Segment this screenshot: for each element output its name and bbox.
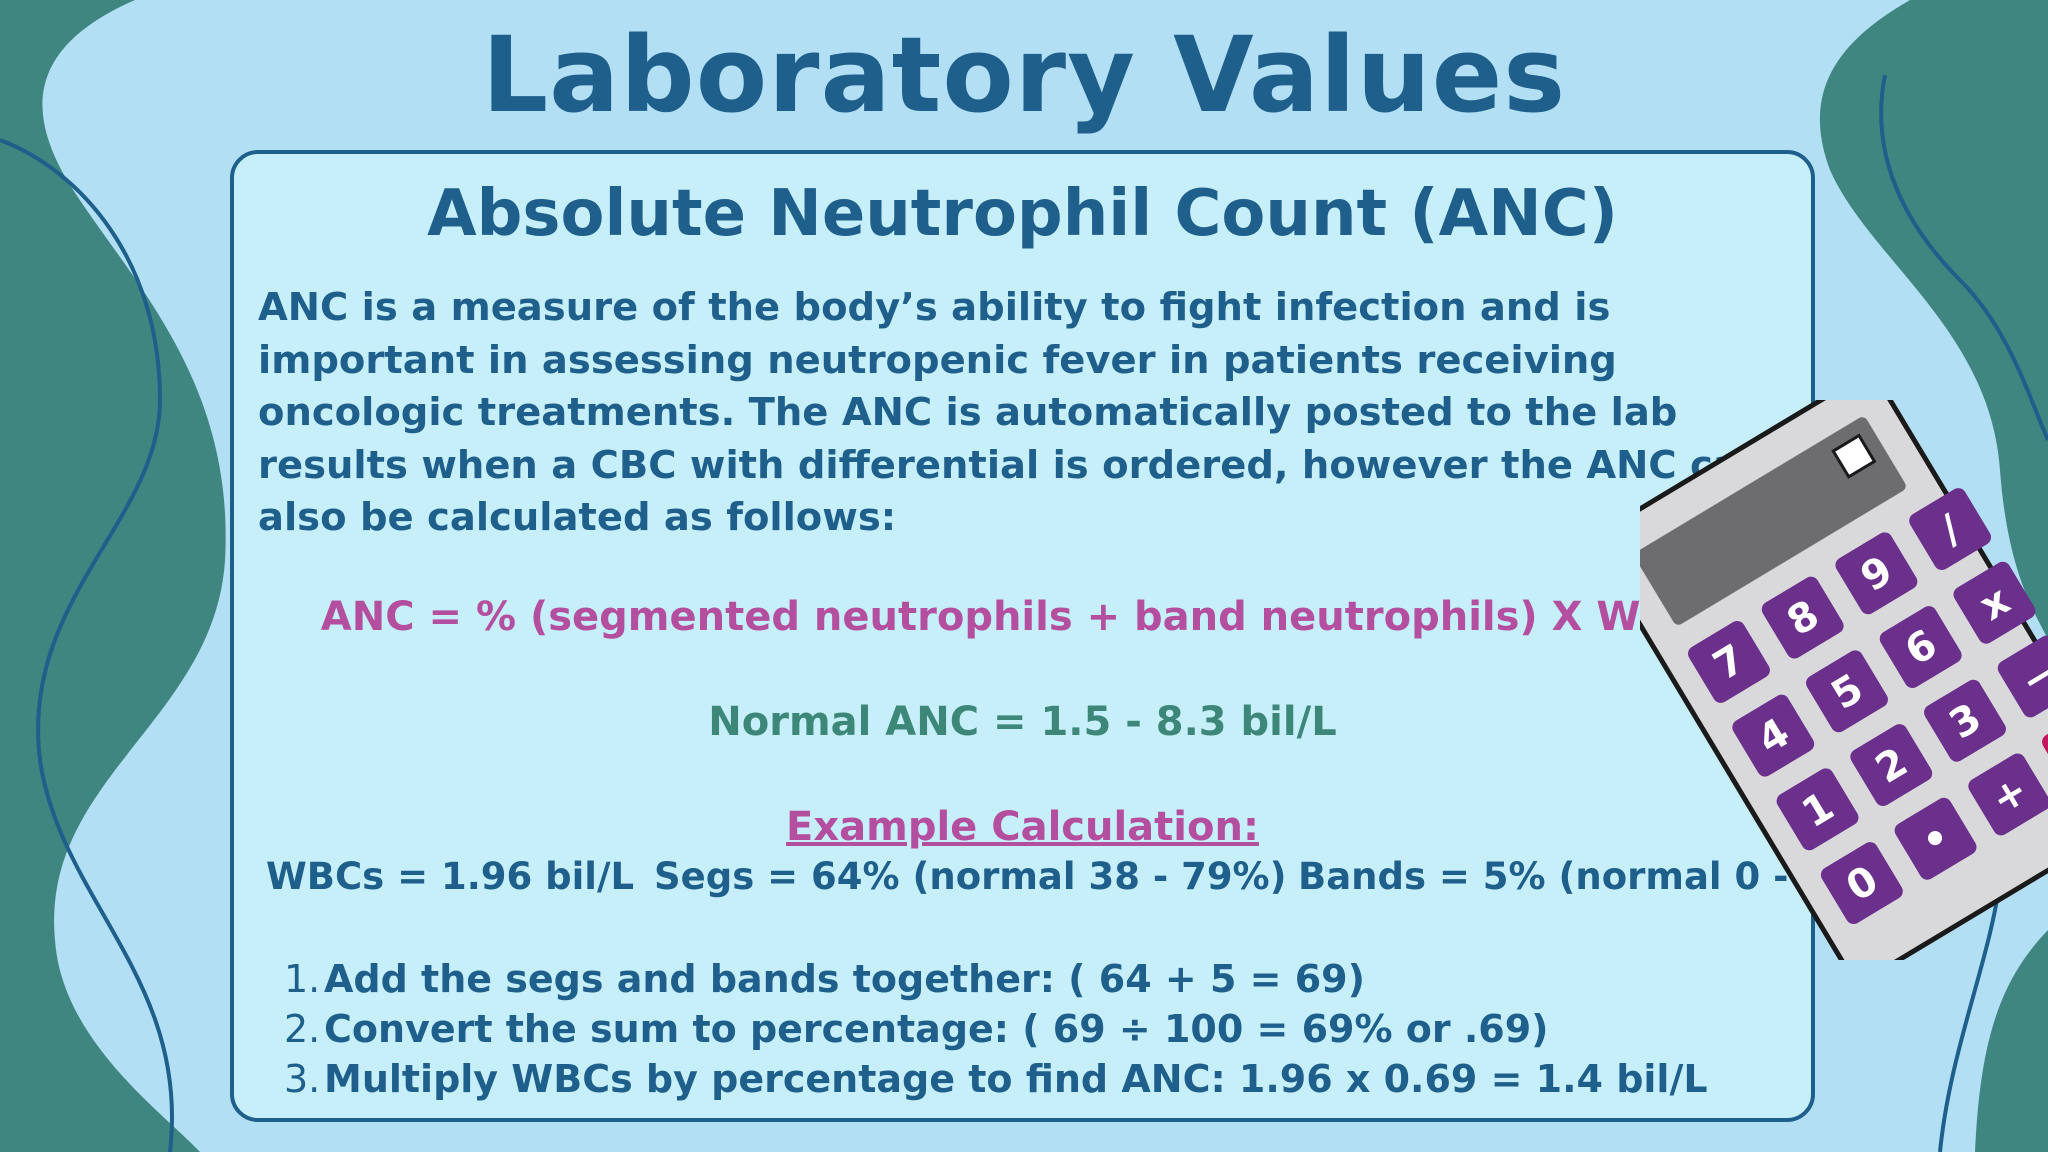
calculator-key (1776, 768, 1859, 851)
calculator-key (1909, 488, 1992, 570)
step-number: 3. (284, 1057, 321, 1101)
wbcs-value: WBCs = 1.96 bil/L (266, 855, 635, 898)
list-item: 2. Convert the sum to percentage: ( 69 ÷… (284, 1004, 1784, 1054)
left-teal-wave (0, 0, 226, 1152)
anc-info-card: Absolute Neutrophil Count (ANC) ANC is a… (230, 150, 1881, 1122)
calculation-steps-list: 1. Add the segs and bands together: ( 64… (284, 954, 1784, 1104)
normal-anc-range: Normal ANC = 1.5 - 8.3 bil/L (708, 699, 1337, 745)
right-bottom-wave-line (1938, 879, 2002, 1152)
segs-value: Segs = 64% (normal 38 - 79%) (654, 855, 1287, 898)
calculator-key (1879, 606, 1962, 688)
step-text: Multiply WBCs by percentage to find ANC:… (324, 1057, 1708, 1101)
page-title: Laboratory Values (481, 14, 1567, 136)
right-wave-line (1879, 74, 2048, 441)
calculator-key (1850, 724, 1933, 806)
step-text: Add the segs and bands together: ( 64 + … (324, 957, 1365, 1001)
step-number: 2. (284, 1007, 321, 1051)
calculator-key (1732, 694, 1815, 777)
anc-formula: ANC = % (segmented neutrophils + band ne… (320, 594, 1725, 640)
right-teal-wave (1819, 0, 2048, 640)
calculator-display (1640, 417, 1906, 625)
step-text: Convert the sum to percentage: ( 69 ÷ 10… (324, 1007, 1549, 1051)
calculator-key (1968, 753, 2048, 836)
calculator-key (1835, 532, 1918, 615)
calculator-logo (1831, 433, 1877, 479)
calculator-key (1806, 650, 1888, 733)
list-item: 3. Multiply WBCs by percentage to find A… (284, 1054, 1784, 1104)
calculator-key (1761, 576, 1844, 659)
example-calculation-heading: Example Calculation: (786, 804, 1259, 850)
calculator-key (1997, 635, 2048, 718)
calculator-key (1688, 620, 1770, 703)
step-number: 1. (284, 957, 321, 1001)
list-item: 1. Add the segs and bands together: ( 64… (284, 954, 1784, 1004)
anc-description: ANC is a measure of the body’s ability t… (258, 285, 1767, 540)
right-bottom-teal-wave (1975, 930, 2048, 1152)
calculator-key (1894, 797, 1977, 880)
calculator-key (1924, 679, 2006, 762)
left-wave-line (0, 138, 174, 1152)
card-title: Absolute Neutrophil Count (ANC) (427, 177, 1618, 251)
calculator-key (1820, 842, 1903, 924)
calculator-key (1953, 561, 2036, 644)
